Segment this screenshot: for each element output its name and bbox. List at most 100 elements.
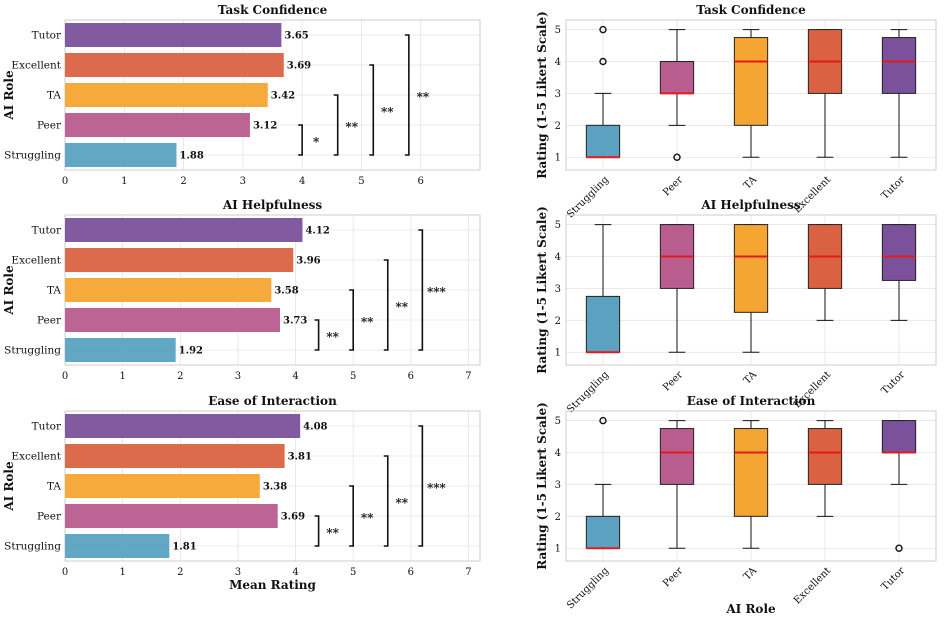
bar-excellent — [65, 444, 285, 468]
y-tick-label: 2 — [555, 512, 561, 523]
y-tick-label: 4 — [555, 448, 561, 459]
y-tick-label: 5 — [555, 25, 561, 36]
box-struggling — [585, 295, 621, 353]
bar-ta — [65, 474, 260, 498]
y-tick-label: 3 — [555, 284, 561, 295]
category-label-excellent: Excellent — [11, 255, 61, 267]
box-peer — [659, 60, 695, 94]
significance-label: * — [313, 135, 320, 149]
significance-label: ** — [395, 300, 408, 314]
x-axis-label: Mean Rating — [229, 578, 316, 592]
bar-ta — [65, 278, 272, 302]
y-tick-label: 1 — [555, 153, 561, 164]
bar-chart-4: 1.81 Struggling 3.69 Peer 3.38 TA 3.81 Excellen… — [2, 394, 481, 592]
significance-bracket — [314, 515, 320, 547]
category-label-peer: Peer — [37, 120, 62, 132]
chart-title: Task Confidence — [696, 3, 806, 17]
bar-peer — [65, 504, 278, 528]
x-tick-label: 0 — [62, 567, 68, 578]
x-tick-label: 3 — [235, 567, 241, 578]
x-tick-label: 2 — [180, 176, 186, 187]
y-axis-label: AI Role — [2, 265, 16, 316]
x-tick-label: 1 — [121, 176, 127, 187]
x-tick-label: 1 — [119, 567, 125, 578]
x-tick-label-ta: TA — [742, 174, 760, 192]
y-tick-label: 1 — [555, 348, 561, 359]
x-tick-label: 3 — [240, 176, 246, 187]
x-tick-label: 3 — [235, 371, 241, 382]
x-tick-label-ta: TA — [742, 565, 760, 583]
category-label-ta: TA — [47, 90, 61, 102]
value-label-tutor: 4.12 — [305, 226, 329, 237]
y-tick-label: 2 — [555, 316, 561, 327]
bar-tutor — [65, 218, 303, 242]
value-label-struggling: 1.88 — [179, 151, 203, 162]
significance-label: ** — [326, 526, 339, 540]
outlier-peer — [673, 153, 681, 161]
value-label-peer: 3.73 — [283, 316, 307, 327]
x-tick-label: 1 — [119, 371, 125, 382]
value-label-ta: 3.42 — [271, 91, 295, 102]
x-tick-label: 5 — [358, 176, 364, 187]
bar-tutor — [65, 23, 282, 47]
value-label-peer: 3.69 — [281, 512, 305, 523]
category-label-peer: Peer — [37, 315, 62, 327]
x-tick-label: 4 — [299, 176, 305, 187]
plot-frame — [565, 19, 937, 171]
y-axis-label: Rating (1-5 Likert Scale) — [535, 11, 549, 179]
value-label-struggling: 1.81 — [172, 542, 196, 553]
value-label-tutor: 4.08 — [303, 422, 327, 433]
bar-excellent — [65, 53, 284, 77]
box-ta — [733, 37, 769, 126]
outlier-struggling — [599, 416, 607, 425]
category-label-ta: TA — [47, 285, 61, 297]
box-tutor — [881, 37, 917, 94]
significance-label: *** — [427, 285, 447, 299]
category-label-struggling: Struggling — [4, 150, 61, 162]
chart-title: Ease of Interaction — [208, 394, 337, 408]
value-label-tutor: 3.65 — [284, 31, 308, 42]
box-struggling — [585, 124, 621, 158]
bar-chart-0: 1.88 Struggling 3.12 Peer 3.42 TA 3.69 Excellen… — [2, 3, 481, 187]
chart-title: AI Helpfulness — [700, 198, 801, 212]
category-label-tutor: Tutor — [32, 30, 62, 42]
plot-frame — [565, 410, 937, 562]
significance-bracket — [298, 124, 303, 156]
y-tick-label: 5 — [555, 416, 561, 427]
chart-title: Task Confidence — [218, 3, 328, 17]
x-tick-label: 2 — [177, 567, 183, 578]
value-label-excellent: 3.96 — [296, 256, 320, 267]
y-axis-label: AI Role — [2, 461, 16, 512]
value-label-ta: 3.58 — [274, 286, 298, 297]
significance-label: ** — [361, 511, 374, 525]
category-label-tutor: Tutor — [32, 225, 62, 237]
x-tick-label: 4 — [292, 567, 298, 578]
y-tick-label: 3 — [555, 480, 561, 491]
box-tutor — [881, 224, 917, 281]
x-tick-label-peer: Peer — [661, 565, 685, 589]
significance-label: ** — [395, 496, 408, 510]
significance-bracket — [369, 64, 375, 156]
bar-ta — [65, 83, 268, 107]
chart-title: Ease of Interaction — [687, 394, 816, 408]
significance-label: ** — [417, 90, 430, 104]
outlier-tutor — [895, 544, 903, 552]
x-tick-label: 2 — [177, 371, 183, 382]
y-tick-label: 1 — [555, 544, 561, 555]
significance-bracket — [314, 319, 320, 351]
category-label-peer: Peer — [37, 511, 62, 523]
x-tick-label-peer: Peer — [661, 369, 685, 393]
category-label-ta: TA — [47, 481, 61, 493]
significance-label: ** — [326, 330, 339, 344]
value-label-excellent: 3.81 — [288, 452, 312, 463]
category-label-struggling: Struggling — [4, 541, 61, 553]
plot-frame — [565, 214, 937, 366]
x-tick-label: 5 — [350, 371, 356, 382]
significance-bracket — [418, 425, 424, 547]
bar-chart-2: 1.92 Struggling 3.73 Peer 3.58 TA 3.96 Excellen… — [2, 198, 481, 382]
value-label-peer: 3.12 — [253, 121, 277, 132]
significance-bracket — [333, 94, 339, 156]
chart-title: AI Helpfulness — [222, 198, 323, 212]
